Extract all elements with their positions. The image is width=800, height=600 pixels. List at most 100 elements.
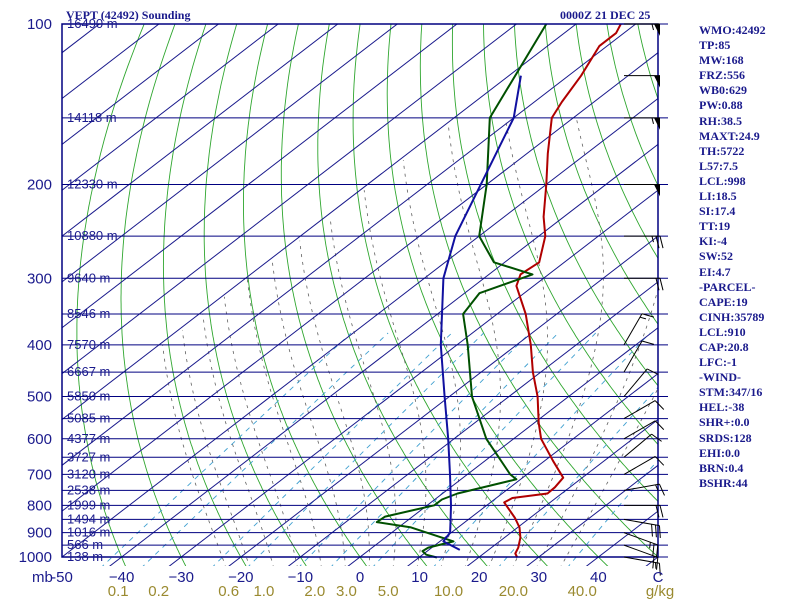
- pressure-tick-label: 300: [27, 270, 52, 287]
- axis-labels: 16490 m 14118 m 12330 m 10880 m 9640 m 8546 m…: [19, 16, 675, 600]
- moist-adiabat: [223, 296, 298, 566]
- wind-barb: [623, 456, 665, 475]
- moist-adiabat: [488, 117, 548, 566]
- height-label: 8546 m: [67, 306, 110, 321]
- pressure-axis-unit: mb: [32, 569, 53, 586]
- wind-barb: [623, 340, 655, 373]
- wind-barb: [624, 235, 664, 249]
- height-label: 14118 m: [67, 110, 117, 125]
- parcel-profile: [439, 75, 522, 551]
- height-label: 1016 m: [67, 525, 110, 540]
- pressure-tick-label: 100: [27, 16, 52, 33]
- index-line: WB0:629: [699, 83, 747, 98]
- chart-timestamp: 0000Z 21 DEC 25: [560, 8, 651, 22]
- index-line: BRN:0.4: [699, 460, 744, 475]
- temperature-tick-label: −10: [288, 569, 313, 586]
- wind-barb: [624, 504, 664, 518]
- chart-title: VEPT (42492) Sounding: [66, 8, 191, 22]
- index-line: MAXT:24.9: [699, 128, 760, 143]
- mixing-ratio-line: [212, 332, 453, 566]
- pressure-tick-label: 1000: [19, 549, 52, 566]
- wind-barb: [623, 433, 662, 458]
- isotherm: [62, 97, 658, 558]
- index-line: EI:4.7: [699, 264, 731, 279]
- moist-adiabats: [162, 117, 658, 566]
- height-label: 5085 m: [67, 411, 110, 426]
- dry-adiabats: [76, 24, 658, 566]
- wind-barb: [624, 23, 660, 36]
- index-line: TP:85: [699, 38, 731, 53]
- wind-barb: [623, 518, 661, 539]
- isotherm: [109, 143, 658, 566]
- temperature-tick-label: 0: [356, 569, 364, 586]
- plot-frame: [61, 23, 659, 558]
- mixing-ratio-label: 2.0: [304, 583, 325, 600]
- height-label: 16490 m: [67, 16, 118, 31]
- wind-barb: [623, 400, 665, 420]
- index-line: SRDS:128: [699, 430, 752, 445]
- index-line: EHI:0.0: [699, 445, 741, 460]
- isotherms: [62, 24, 658, 566]
- temperature-tick-label: 40: [590, 569, 607, 586]
- index-line: -WIND-: [699, 370, 741, 385]
- height-label: 3727 m: [67, 449, 110, 464]
- height-label: 12330 m: [67, 176, 118, 191]
- height-label: 3120 m: [67, 466, 110, 481]
- pressure-tick-label: 500: [27, 389, 52, 406]
- height-label: 5850 m: [67, 389, 110, 404]
- isotherm: [62, 24, 399, 283]
- index-line: SHR+:0.0: [699, 415, 750, 430]
- isotherm: [62, 24, 160, 100]
- mixing-ratio-unit: g/kg: [646, 583, 674, 600]
- height-label: 1494 m: [67, 511, 110, 526]
- height-label: 7570 m: [67, 337, 110, 352]
- isotherm: [62, 24, 339, 237]
- wind-barb: [623, 368, 659, 397]
- dry-adiabat: [243, 24, 368, 566]
- mixing-ratio-line: [373, 332, 597, 566]
- isotherm: [62, 24, 637, 466]
- wind-barb: [624, 75, 660, 88]
- index-line: RH:38.5: [699, 113, 742, 128]
- moist-adiabat: [162, 344, 226, 566]
- isotherm: [466, 418, 658, 566]
- wind-barb: [623, 532, 659, 558]
- index-line: CAP:20.8: [699, 339, 749, 354]
- height-label: 9640 m: [67, 270, 110, 285]
- pressure-tick-label: 400: [27, 337, 52, 354]
- dry-adiabat: [120, 24, 187, 566]
- index-line: SW:52: [699, 249, 734, 264]
- mixing-ratio-label: 0.6: [218, 583, 239, 600]
- mixing-ratio-label: 3.0: [336, 583, 357, 600]
- height-label: 1999 m: [67, 497, 110, 512]
- pressure-tick-label: 600: [27, 431, 52, 448]
- pressure-tick-label: 700: [27, 466, 52, 483]
- mixing-ratio-label: 10.0: [434, 583, 463, 600]
- isotherm: [62, 24, 518, 375]
- index-line: TH:5722: [699, 143, 745, 158]
- mixing-ratio-label: 5.0: [378, 583, 399, 600]
- indices-panel: WMO:42492 TP:85 MW:168 FRZ:556 WB0:629 PW:0.8…: [699, 23, 799, 491]
- height-label: 4377 m: [67, 431, 110, 446]
- moist-adiabat: [202, 313, 274, 566]
- mixing-ratio-label: 1.0: [253, 583, 274, 600]
- isotherm: [62, 24, 101, 54]
- dry-adiabat: [419, 24, 658, 558]
- temperature-tick-label: 30: [530, 569, 547, 586]
- dry-adiabat: [280, 24, 428, 566]
- dewpoint-profile: [375, 24, 548, 559]
- wind-barb: [623, 483, 665, 496]
- index-line: HEL:-38: [699, 400, 745, 415]
- isotherm: [62, 24, 220, 146]
- wind-barbs: [623, 23, 665, 576]
- temperature-tick-label: −40: [109, 569, 134, 586]
- isotherm: [62, 24, 279, 191]
- index-line: LFC:-1: [699, 355, 737, 370]
- wind-barb: [624, 183, 660, 197]
- moist-adiabat: [246, 278, 322, 566]
- isotherm: [62, 52, 658, 512]
- wind-barb: [623, 313, 655, 346]
- mixing-ratio-label: 40.0: [568, 583, 597, 600]
- pressure-tick-label: 200: [27, 176, 52, 193]
